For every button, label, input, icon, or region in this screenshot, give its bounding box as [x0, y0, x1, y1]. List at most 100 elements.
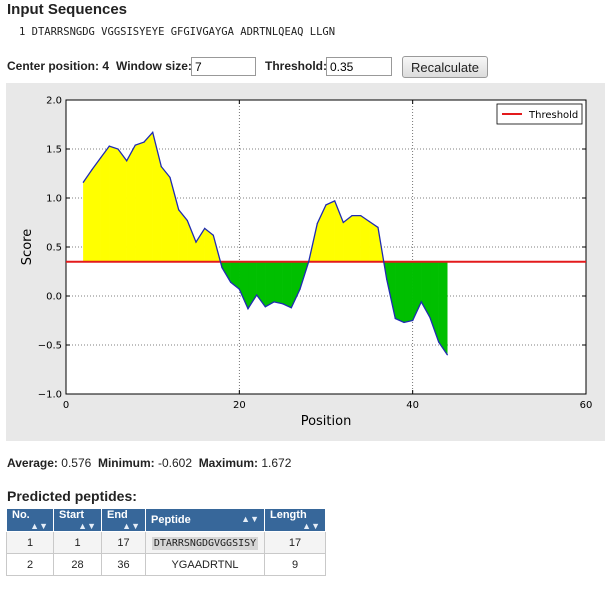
- x-tick-label: 40: [406, 400, 419, 411]
- x-tick-label: 20: [233, 400, 246, 411]
- cell-start: 28: [53, 553, 102, 576]
- data-point: [204, 227, 206, 229]
- average-value: 0.576: [61, 456, 92, 470]
- area-above-threshold: [325, 200, 335, 262]
- area-above-threshold: [351, 215, 361, 262]
- data-point: [160, 166, 162, 168]
- cell-no: 2: [6, 553, 54, 576]
- data-point: [351, 215, 353, 217]
- x-tick-label: 0: [63, 400, 69, 411]
- y-tick-label: 0.0: [46, 292, 62, 303]
- table-row: 2 28 36 YGAADRTNL 9: [6, 553, 326, 576]
- minimum-value: -0.602: [157, 456, 193, 470]
- data-point: [134, 144, 136, 146]
- legend-label: Threshold: [528, 110, 578, 121]
- stats-line: Average: 0.576 Minimum: -0.602 Maximum: …: [7, 456, 291, 470]
- cell-peptide: YGAADRTNL: [145, 553, 265, 576]
- predicted-peptides-title: Predicted peptides:: [7, 488, 137, 504]
- data-point: [82, 181, 84, 183]
- sort-icon[interactable]: ▲▼: [241, 514, 259, 524]
- legend-box: [496, 103, 583, 125]
- col-header-length[interactable]: Length ▲▼: [264, 508, 326, 532]
- recalculate-button[interactable]: Recalculate: [402, 56, 488, 78]
- area-below-threshold: [282, 261, 292, 309]
- data-point: [368, 220, 370, 223]
- y-tick-label: 1.0: [46, 194, 62, 205]
- data-point: [264, 306, 266, 308]
- threshold-input[interactable]: [326, 57, 392, 76]
- data-point: [108, 145, 110, 147]
- data-point: [290, 307, 292, 309]
- data-point: [186, 219, 188, 222]
- area-below-threshold: [265, 261, 275, 308]
- data-point: [377, 226, 379, 228]
- data-point: [230, 281, 232, 283]
- data-point: [195, 241, 197, 243]
- y-axis-label: Score: [20, 229, 35, 265]
- area-below-threshold: [438, 261, 448, 356]
- maximum-label: Maximum:: [198, 456, 259, 470]
- data-point: [126, 160, 128, 162]
- area-above-threshold: [161, 166, 171, 262]
- data-point: [117, 148, 119, 150]
- cell-no: 1: [6, 531, 54, 554]
- area-above-threshold: [360, 215, 370, 262]
- col-header-peptide[interactable]: Peptide ▲▼: [145, 508, 265, 532]
- data-point: [91, 168, 93, 171]
- sort-icon[interactable]: ▲▼: [122, 521, 140, 531]
- peptide-sequence: YGAADRTNL: [171, 558, 239, 571]
- area-above-threshold: [143, 131, 153, 262]
- controls-bar: Center position: 4 Window size: Threshol…: [7, 56, 607, 79]
- average-label: Average:: [7, 456, 58, 470]
- data-point: [238, 288, 240, 290]
- window-size-input[interactable]: [191, 57, 256, 76]
- data-point: [386, 278, 388, 280]
- y-tick-label: 0.5: [46, 243, 62, 254]
- data-point: [152, 131, 154, 133]
- data-point: [420, 301, 422, 303]
- area-below-threshold: [395, 261, 405, 323]
- col-header-start[interactable]: Start ▲▼: [53, 508, 102, 532]
- data-point: [334, 200, 336, 202]
- data-point: [143, 141, 145, 143]
- y-tick-label: −0.5: [38, 341, 62, 352]
- area-above-threshold: [369, 221, 379, 262]
- data-point: [212, 234, 214, 236]
- data-point: [247, 308, 249, 310]
- data-point: [403, 321, 405, 324]
- area-above-threshold: [91, 157, 101, 262]
- data-point: [169, 176, 171, 179]
- sort-icon[interactable]: ▲▼: [78, 521, 96, 531]
- col-header-no[interactable]: No. ▲▼: [6, 508, 54, 532]
- page-title: Input Sequences: [7, 1, 128, 18]
- center-position-label: Center position: 4: [7, 59, 110, 73]
- area-above-threshold: [126, 144, 136, 262]
- data-point: [429, 316, 431, 319]
- data-point: [325, 204, 327, 206]
- area-above-threshold: [343, 215, 353, 262]
- maximum-value: 1.672: [261, 456, 292, 470]
- legend: Threshold: [496, 103, 583, 125]
- minimum-label: Minimum:: [97, 456, 155, 470]
- peptides-table: No. ▲▼ Start ▲▼ End ▲▼ Peptide ▲▼ Length ▲▼ 1…: [6, 508, 326, 576]
- area-below-threshold: [403, 261, 413, 323]
- area-below-threshold: [273, 261, 283, 305]
- area-above-threshold: [135, 141, 145, 262]
- x-axis-label: Position: [301, 414, 352, 429]
- data-point: [412, 319, 414, 322]
- y-tick-label: 1.5: [46, 145, 62, 156]
- sort-icon[interactable]: ▲▼: [30, 521, 48, 531]
- table-row: 1 1 17 DTARRSNGDGVGGSISY 17: [6, 531, 326, 554]
- data-point: [256, 294, 258, 296]
- data-point: [316, 222, 318, 225]
- area-above-threshold: [117, 148, 127, 262]
- col-header-end[interactable]: End ▲▼: [101, 508, 146, 532]
- sort-icon[interactable]: ▲▼: [302, 521, 320, 531]
- y-tick-label: 2.0: [46, 96, 62, 107]
- cell-end: 17: [101, 531, 146, 554]
- cell-length: 17: [264, 531, 326, 554]
- cell-end: 36: [101, 553, 146, 576]
- data-point: [100, 157, 102, 159]
- window-size-label: Window size:: [116, 59, 192, 73]
